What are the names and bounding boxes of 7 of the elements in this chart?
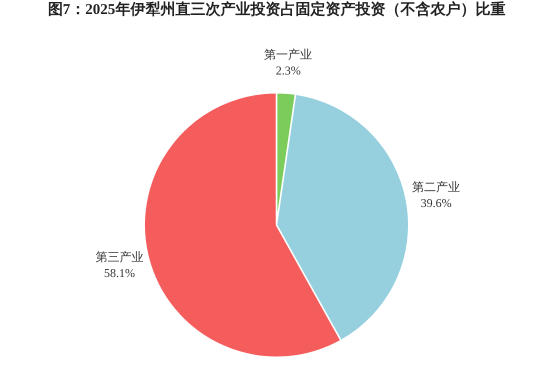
- slice-label: 第一产业: [264, 47, 312, 62]
- data-label: 58.1%: [104, 266, 135, 280]
- data-label: 39.6%: [420, 196, 452, 210]
- chart-title: 图7：2025年伊犁州直三次产业投资占固定资产投资（不含农户）比重: [46, 0, 506, 20]
- slice-label: 第二产业: [412, 180, 460, 194]
- slice-label: 第三产业: [95, 250, 144, 264]
- data-label: 2.3%: [276, 63, 301, 78]
